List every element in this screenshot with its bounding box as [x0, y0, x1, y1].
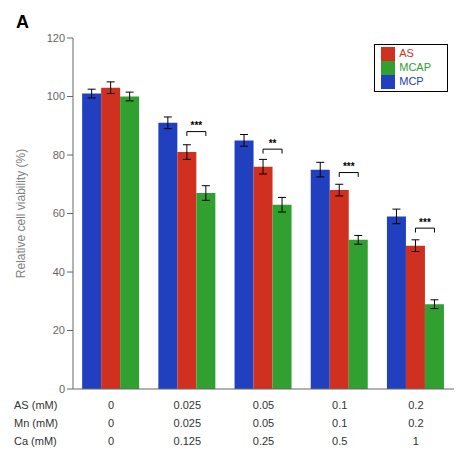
- svg-text:**: **: [269, 138, 277, 149]
- svg-text:120: 120: [47, 32, 65, 44]
- svg-text:0: 0: [108, 417, 114, 429]
- svg-text:0.25: 0.25: [253, 435, 274, 447]
- svg-text:0.2: 0.2: [408, 399, 423, 411]
- svg-text:0.1: 0.1: [332, 417, 347, 429]
- svg-text:0.125: 0.125: [174, 435, 202, 447]
- html-text:A: A: [16, 12, 29, 32]
- html-text:MCAP: MCAP: [399, 61, 431, 74]
- svg-text:0.2: 0.2: [408, 417, 423, 429]
- svg-text:0: 0: [108, 435, 114, 447]
- svg-text:0.05: 0.05: [253, 399, 274, 411]
- svg-text:***: ***: [343, 161, 355, 172]
- svg-text:***: ***: [419, 217, 431, 228]
- html-text:AS: AS: [399, 47, 414, 59]
- svg-text:0.025: 0.025: [174, 399, 202, 411]
- svg-text:AS (mM): AS (mM): [14, 399, 57, 411]
- svg-text:100: 100: [47, 90, 65, 102]
- svg-text:Mn (mM): Mn (mM): [14, 417, 58, 429]
- svg-text:0.1: 0.1: [332, 399, 347, 411]
- svg-text:60: 60: [53, 207, 65, 219]
- svg-text:0: 0: [59, 383, 65, 395]
- svg-text:20: 20: [53, 324, 65, 336]
- svg-text:0.025: 0.025: [174, 417, 202, 429]
- svg-text:0.05: 0.05: [253, 417, 274, 429]
- svg-text:Ca (mM): Ca (mM): [14, 435, 57, 447]
- svg-text:0.5: 0.5: [332, 435, 347, 447]
- svg-text:Relative cell viability (%): Relative cell viability (%): [14, 149, 28, 278]
- svg-text:1: 1: [413, 435, 419, 447]
- svg-text:0: 0: [108, 399, 114, 411]
- svg-text:80: 80: [53, 149, 65, 161]
- svg-text:40: 40: [53, 266, 65, 278]
- svg-text:***: ***: [191, 120, 203, 131]
- html-text:MCP: MCP: [399, 75, 424, 88]
